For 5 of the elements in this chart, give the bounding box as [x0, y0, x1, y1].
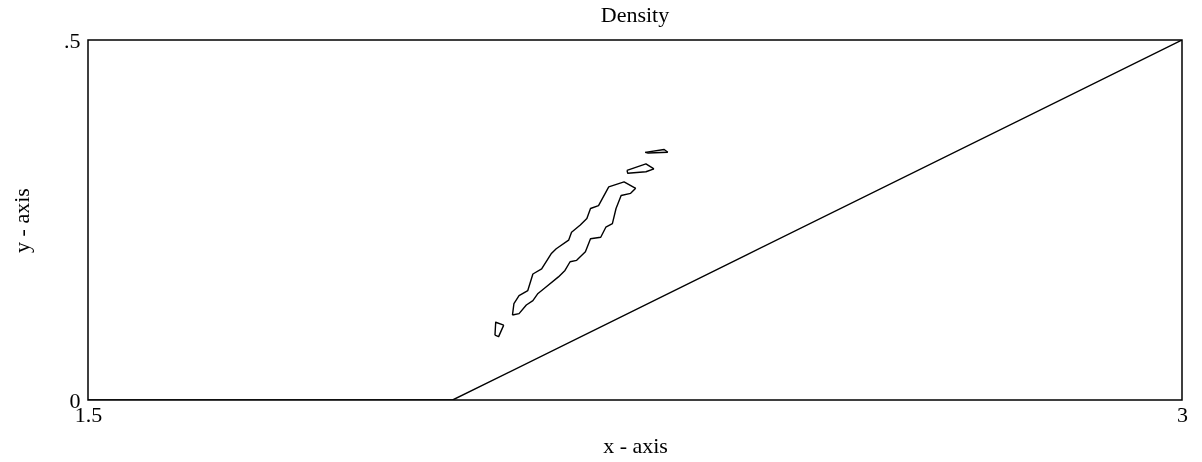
- chart-title: Density: [600, 2, 670, 27]
- y-axis-title: y - axis: [9, 188, 34, 253]
- y-tick-label: .5: [64, 27, 81, 53]
- x-axis-title: x - axis: [603, 432, 668, 458]
- x-tick-label: 3: [1177, 401, 1188, 427]
